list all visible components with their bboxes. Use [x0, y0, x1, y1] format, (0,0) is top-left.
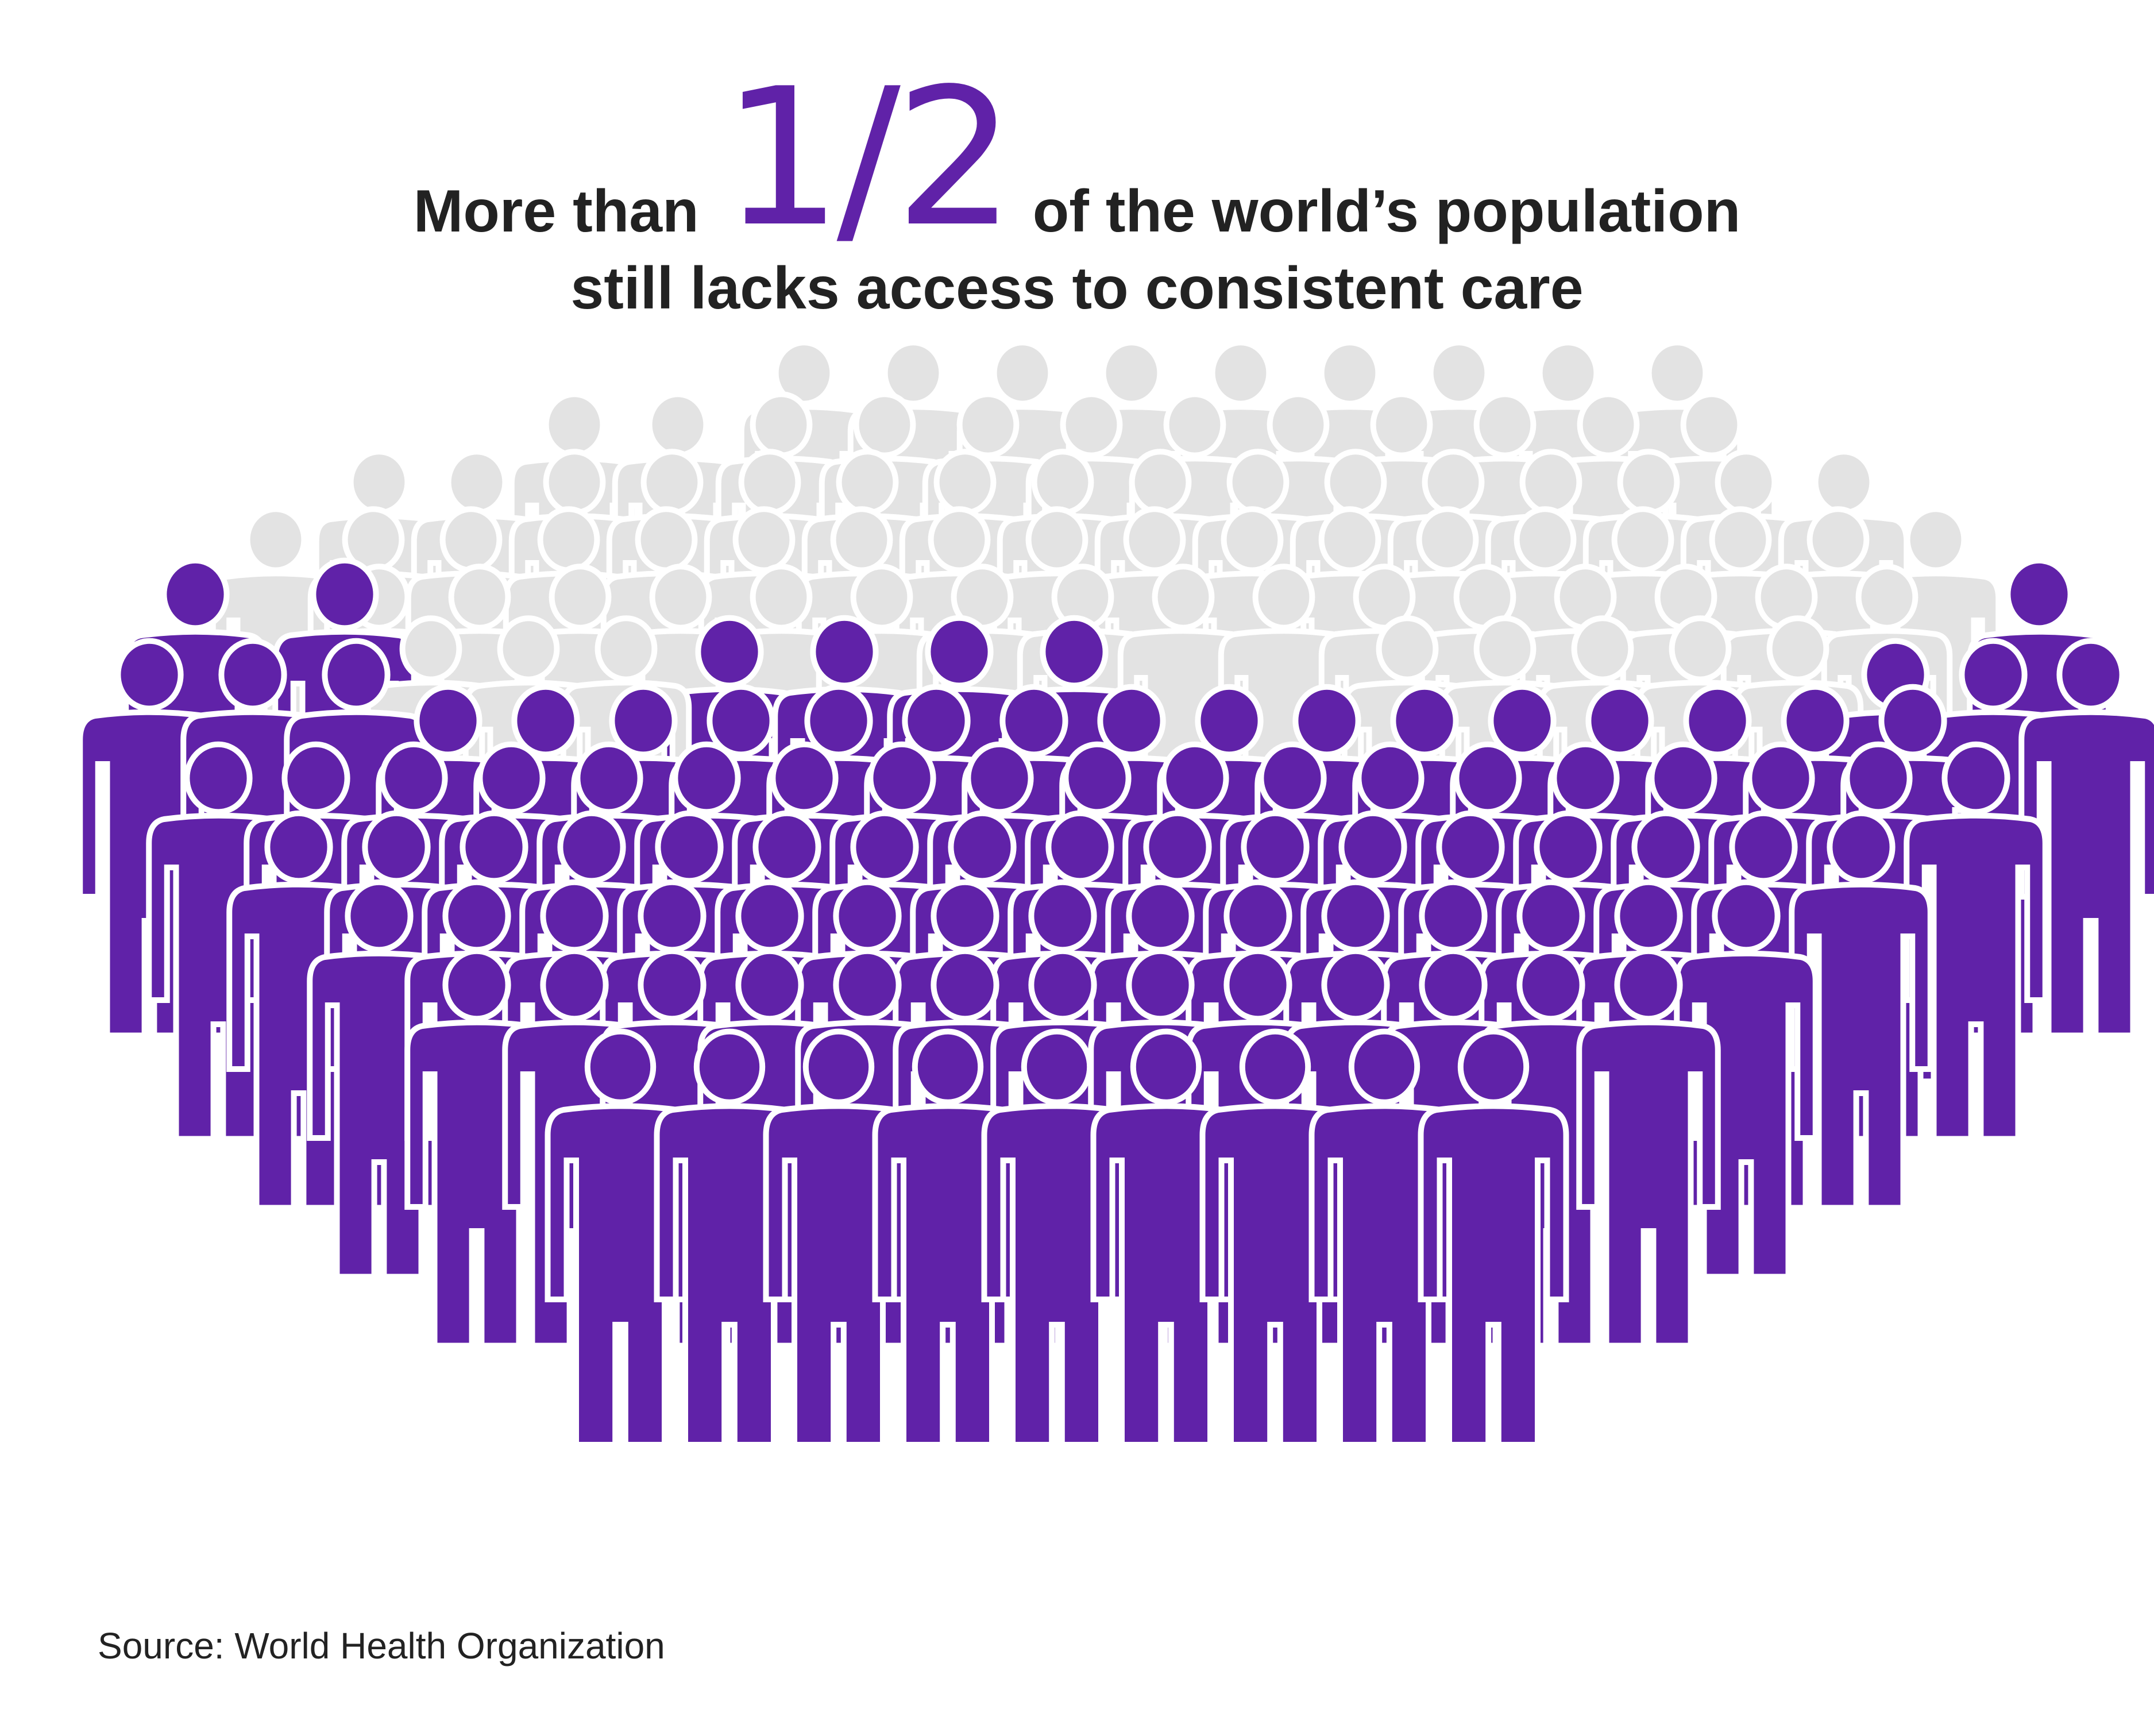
source-note: Source: World Health Organization [98, 1625, 665, 1666]
person-figure [1789, 810, 1933, 1211]
crowd-illustration [77, 340, 2154, 1448]
headline-line-1: More than 1/2 of the world’s population [0, 63, 2154, 253]
person-figure [1576, 948, 1721, 1349]
headline-lead: More than [413, 178, 699, 245]
person-figure [1904, 741, 2048, 1142]
person-figure [2018, 638, 2154, 1039]
headline-line-2: still lacks access to consistent care [570, 255, 1584, 322]
person-figure [1418, 1028, 1569, 1448]
headline: More than 1/2 of the world’s population … [0, 63, 2154, 318]
headline-tail: of the world’s population [1032, 178, 1741, 245]
headline-fraction: 1/2 [721, 48, 1016, 268]
